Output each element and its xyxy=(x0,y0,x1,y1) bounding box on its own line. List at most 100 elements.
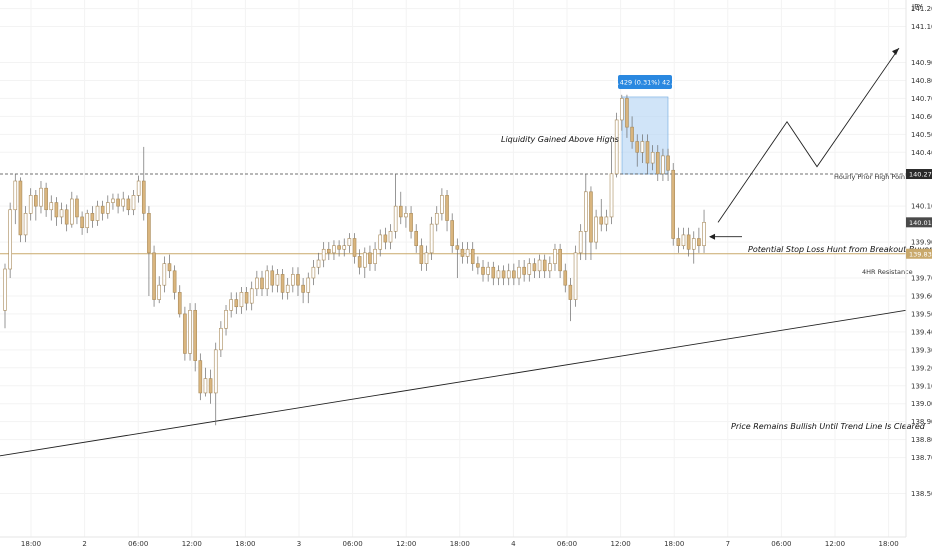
candle-body xyxy=(599,216,604,225)
candle-body xyxy=(630,126,634,142)
candle-body xyxy=(681,234,686,246)
x-tick-label: 7 xyxy=(726,540,730,548)
candle-body xyxy=(619,98,624,121)
candle-body xyxy=(625,98,629,128)
candle-body xyxy=(39,187,43,207)
candle-body xyxy=(414,231,419,246)
y-tick-label: 139.400 xyxy=(911,328,932,336)
y-tick-label: 141.200 xyxy=(911,5,932,13)
candle-body xyxy=(70,198,74,225)
price-label-prior-high-bg xyxy=(906,169,932,180)
candle-body xyxy=(111,198,115,203)
candle-body xyxy=(285,284,290,293)
candle-body xyxy=(95,205,100,221)
y-tick-label: 138.800 xyxy=(911,436,932,444)
candle-body xyxy=(152,252,156,300)
candle-body xyxy=(702,222,706,246)
candle-body xyxy=(90,213,95,221)
candle-body xyxy=(445,195,449,221)
candle-body xyxy=(568,284,573,300)
candle-body xyxy=(327,248,331,254)
candle-body xyxy=(522,266,526,275)
candle-body xyxy=(697,238,701,246)
candle-body xyxy=(573,252,578,300)
candle-body xyxy=(8,209,12,270)
price-axis[interactable]: JPY 141.200 141.100 140.900 140.800 140.700 1… xyxy=(905,0,932,537)
trend-line[interactable] xyxy=(0,309,907,457)
candle-body xyxy=(460,248,465,257)
measure-box[interactable] xyxy=(621,96,669,175)
time-axis[interactable]: 18:00 2 06:00 12:00 18:00 3 06:00 12:00 18:00 4 06… xyxy=(0,536,906,548)
candle-body xyxy=(342,245,347,250)
candle-body xyxy=(635,141,640,153)
candle-body xyxy=(136,180,141,196)
x-tick-label: 18:00 xyxy=(879,540,899,548)
candle-body xyxy=(640,141,645,153)
candle-body xyxy=(512,270,516,279)
candle-body xyxy=(465,248,470,257)
x-tick-label: 06:00 xyxy=(557,540,577,548)
candle-body xyxy=(419,245,424,264)
y-tick-label: 140.100 xyxy=(911,203,932,211)
x-tick-label: 12:00 xyxy=(611,540,631,548)
candle-body xyxy=(676,238,681,246)
y-tick-label: 138.500 xyxy=(911,490,932,498)
candle-body xyxy=(121,198,126,207)
candle-body xyxy=(106,202,110,214)
candle-body xyxy=(59,209,64,218)
candle-body xyxy=(481,266,485,275)
candle-body xyxy=(476,263,480,268)
y-tick-label: 140.700 xyxy=(911,95,932,103)
candle-body xyxy=(193,310,197,361)
candle-body xyxy=(188,310,192,354)
candle-body xyxy=(44,187,48,211)
y-tick-label: 140.800 xyxy=(911,77,932,85)
candle-body xyxy=(280,274,285,293)
candle-body xyxy=(244,292,249,304)
candle-body xyxy=(373,248,377,264)
price-label-current: 140.010 xyxy=(909,219,932,227)
price-label-resistance: 139.835 xyxy=(909,250,932,258)
y-tick-label: 139.100 xyxy=(911,382,932,390)
y-tick-label: 139.900 xyxy=(911,239,932,247)
candle-body xyxy=(501,270,506,279)
currency-label: JPY xyxy=(911,3,923,11)
candle-body xyxy=(666,155,670,171)
candle-body xyxy=(368,252,372,264)
candle-body xyxy=(671,169,676,239)
candle-body xyxy=(255,277,259,290)
candle-body xyxy=(306,277,311,293)
candle-body xyxy=(450,220,454,246)
projection-path[interactable] xyxy=(717,47,900,223)
projection-arrowhead xyxy=(892,48,899,56)
candle-body xyxy=(527,263,532,275)
grid xyxy=(0,0,906,537)
candle-body xyxy=(234,299,239,308)
candle-body xyxy=(686,234,691,250)
candle-body xyxy=(645,141,650,164)
candle-body xyxy=(378,234,383,250)
y-tick-label: 139.000 xyxy=(911,400,932,408)
y-tick-label: 139.600 xyxy=(911,292,932,300)
candle-body xyxy=(558,248,562,272)
candle-body xyxy=(614,119,619,175)
candle-body xyxy=(249,288,254,304)
y-tick-label: 139.500 xyxy=(911,310,932,318)
y-tick-label: 138.900 xyxy=(911,418,932,426)
candle-body xyxy=(584,191,588,232)
candle-body xyxy=(542,259,547,272)
candle-body xyxy=(506,270,511,279)
x-tick-label: 18:00 xyxy=(664,540,684,548)
price-label-prior-high: 140.279 xyxy=(909,171,932,179)
candle-body xyxy=(321,248,326,261)
candle-body xyxy=(224,310,228,329)
candle-body xyxy=(486,266,490,275)
annotation-4hr-resistance: 4HR Resistance xyxy=(862,268,913,276)
candle-body xyxy=(661,155,665,175)
y-tick-label: 140.600 xyxy=(911,113,932,121)
candle-body xyxy=(548,263,552,272)
candle-body xyxy=(80,216,84,229)
candle-body xyxy=(440,195,444,214)
candle-body xyxy=(291,274,295,286)
